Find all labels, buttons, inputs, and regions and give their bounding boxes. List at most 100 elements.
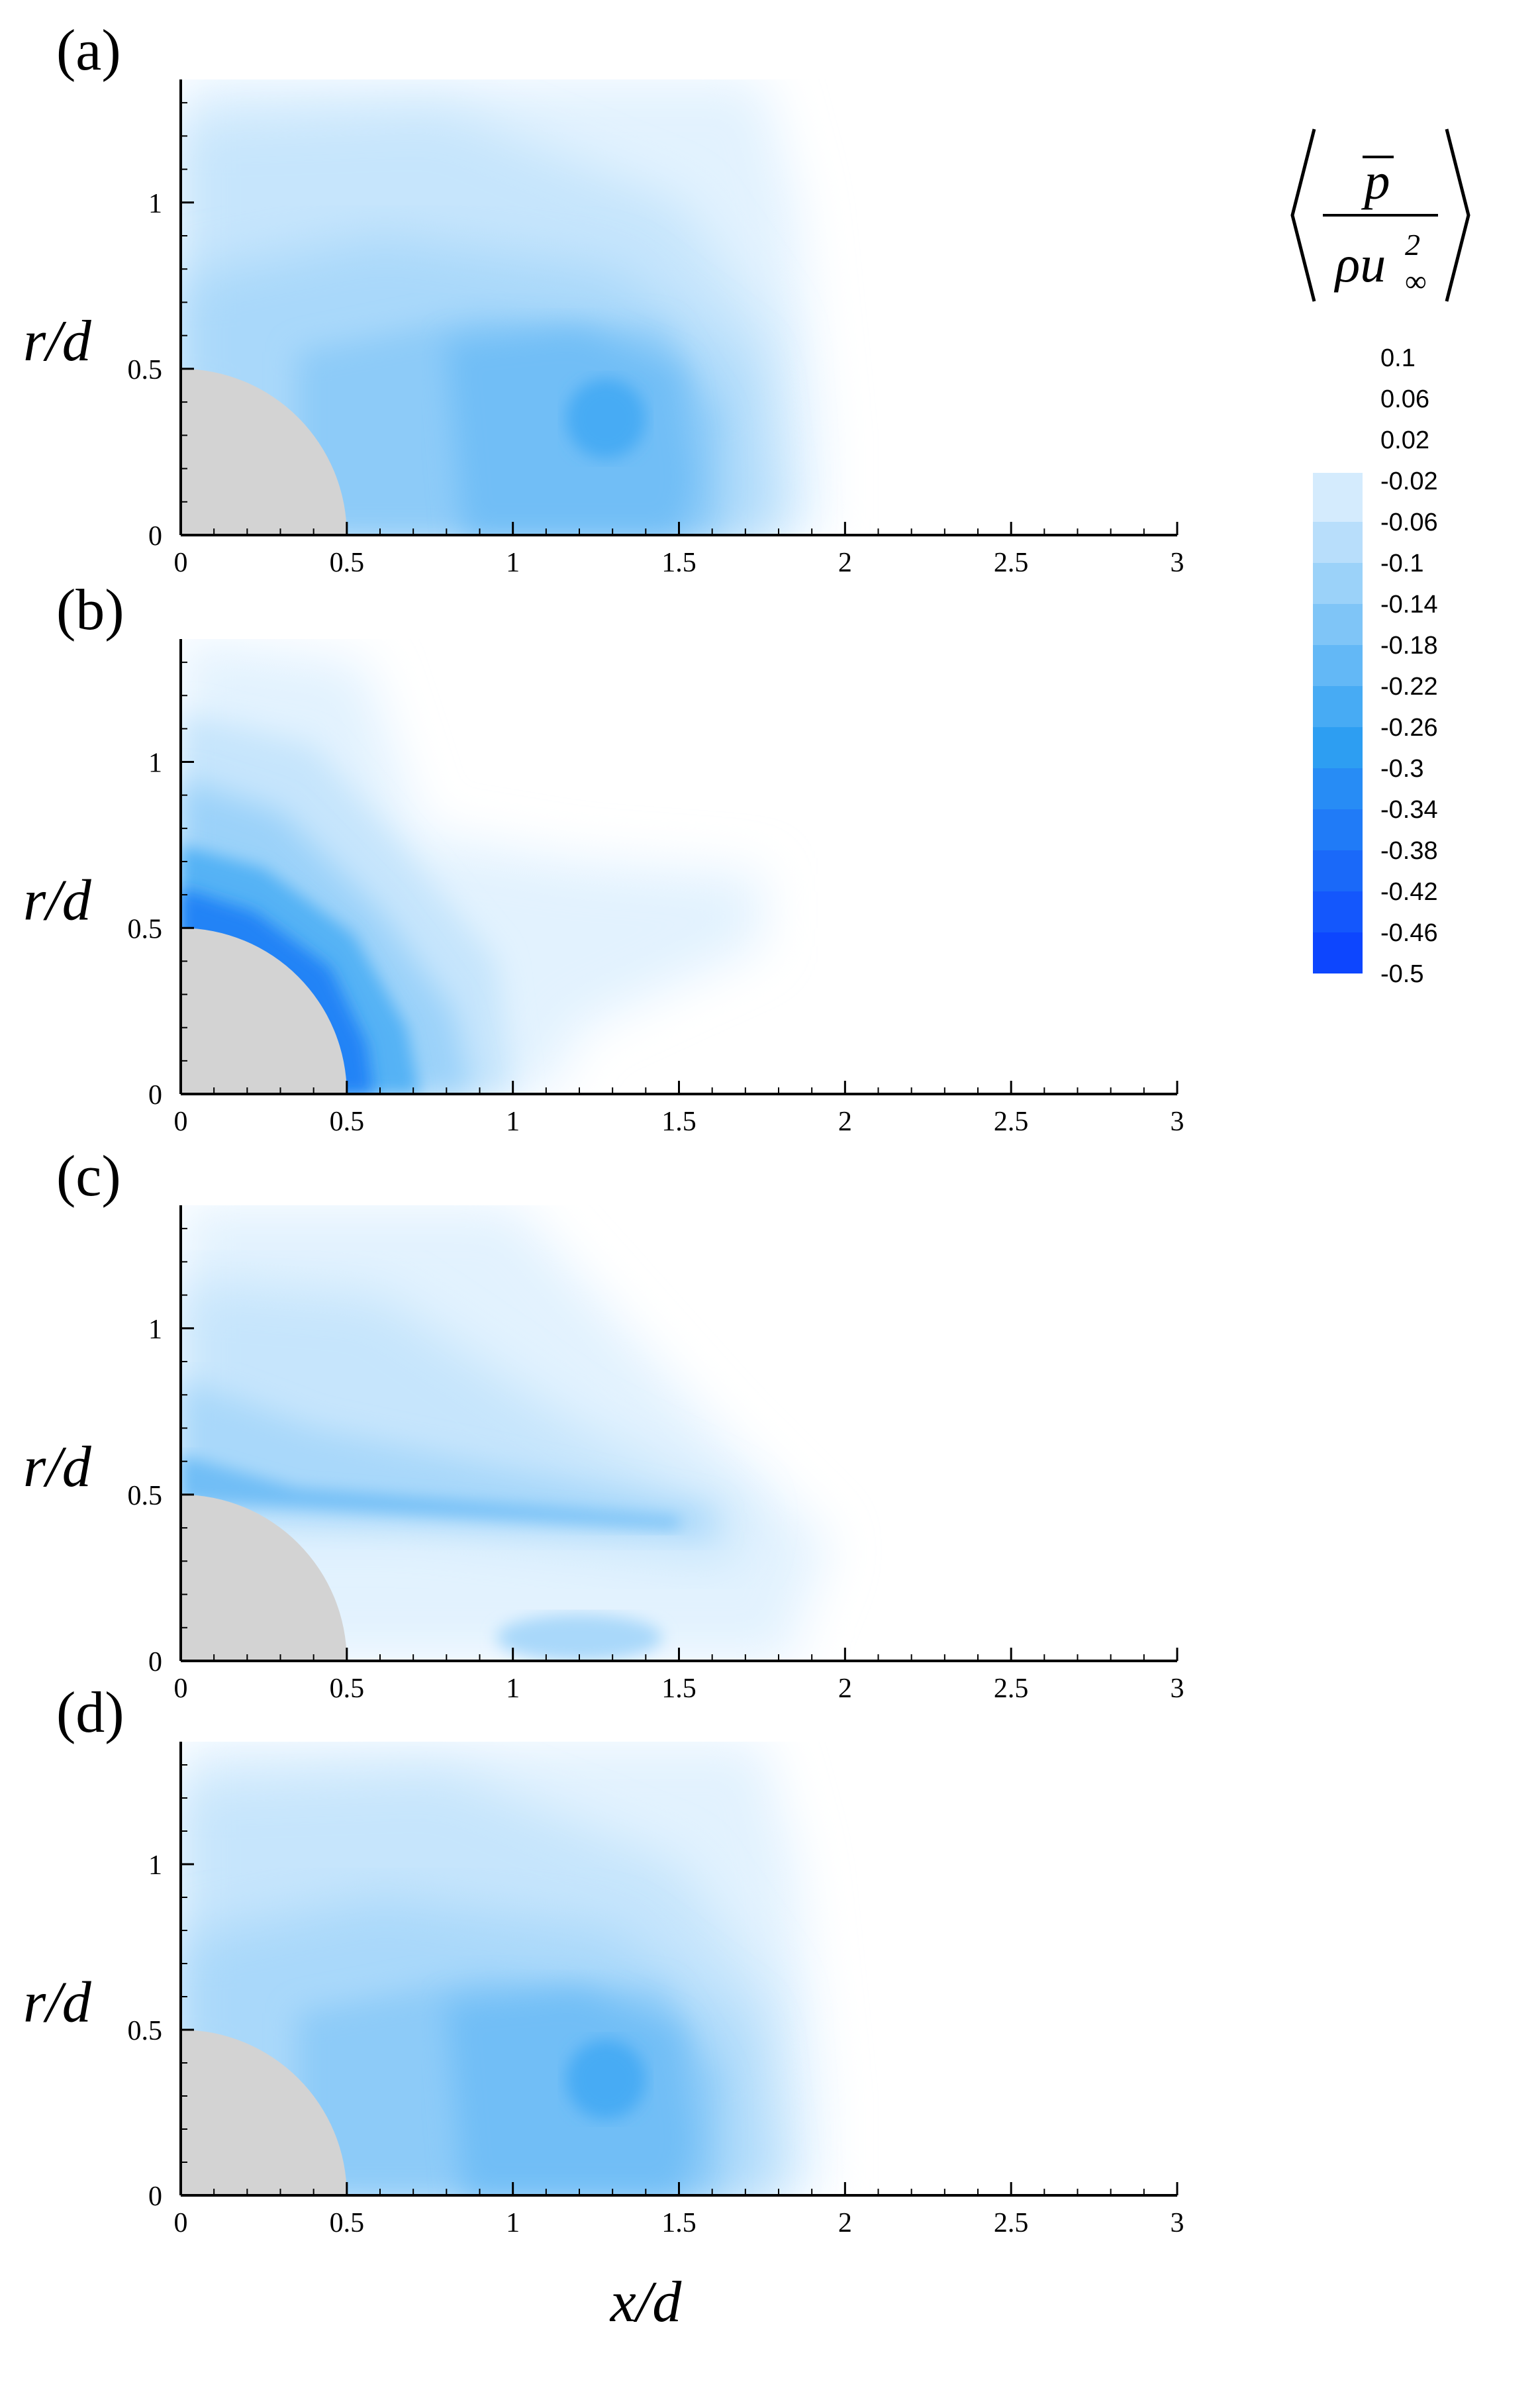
colorbar-title-denominator: ρu	[1334, 235, 1386, 293]
colorbar-level-label: -0.06	[1380, 509, 1438, 536]
y-tick-label: 0	[148, 2181, 162, 2212]
x-tick-label: 1	[506, 2208, 520, 2238]
x-axis-label: x/d	[609, 2270, 683, 2334]
x-tick-label: 0	[174, 548, 188, 578]
colorbar-swatch	[1313, 563, 1363, 604]
colorbar-level-label: -0.22	[1380, 673, 1438, 701]
colorbar-swatch	[1313, 850, 1363, 891]
y-tick-label: 1	[148, 189, 162, 219]
x-tick-label: 1	[506, 548, 520, 578]
panel-label: (d)	[56, 1681, 124, 1745]
x-tick-label: 1.5	[661, 548, 697, 578]
colorbar-level-label: -0.46	[1380, 919, 1438, 947]
colorbar-level-label: 0.06	[1380, 385, 1429, 413]
colorbar-level-label: -0.02	[1380, 468, 1438, 495]
x-tick-label: 1	[506, 1673, 520, 1704]
colorbar-level-label: 0.1	[1380, 344, 1416, 372]
contour-band	[565, 2040, 646, 2119]
panel-label: (c)	[56, 1144, 121, 1209]
sphere-body	[181, 928, 347, 1094]
colorbar-legend: p ρu 2 ∞ 0.1 0.06 0.02 -0.02 -0.06 -0.1 -0.14 -…	[1290, 128, 1470, 988]
x-tick-label: 0.5	[330, 1673, 365, 1704]
panel-label: (a)	[56, 19, 121, 83]
x-tick-label: 0.5	[330, 1107, 365, 1137]
sphere-body	[181, 368, 347, 535]
colorbar-swatch	[1313, 686, 1363, 727]
colorbar-swatches	[1313, 473, 1363, 973]
x-tick-label: 3	[1171, 2208, 1184, 2238]
colorbar-level-label: -0.34	[1380, 796, 1438, 824]
x-tick-label: 2	[838, 1107, 852, 1137]
colorbar-swatch	[1313, 809, 1363, 850]
panel-d: 0 0.5 1 1.5 2 2.5 3 0 0.5 1 r/d (d) x/d	[23, 1681, 1184, 2334]
colorbar-level-label: -0.18	[1380, 632, 1438, 660]
y-axis-label: r/d	[23, 1971, 92, 2035]
left-angle-bracket-icon	[1290, 128, 1316, 302]
contour-band	[496, 1614, 663, 1661]
x-tick-label: 2.5	[994, 1673, 1029, 1704]
y-tick-label: 0.5	[128, 914, 163, 944]
y-tick-label: 1	[148, 1850, 162, 1881]
colorbar-level-label: -0.14	[1380, 591, 1438, 619]
panel-b: 0 0.5 1 1.5 2 2.5 3 0 0.5 1 r/d (b)	[23, 578, 1184, 1137]
x-tick-label: 2.5	[994, 1107, 1029, 1137]
x-tick-label: 3	[1171, 548, 1184, 578]
x-tick-label: 0	[174, 1673, 188, 1704]
panel-c: 0 0.5 1 1.5 2 2.5 3 0 0.5 1 r/d (c)	[23, 1144, 1184, 1704]
x-tick-label: 2.5	[994, 548, 1029, 578]
colorbar-swatch	[1313, 727, 1363, 768]
contour-band	[181, 1454, 679, 1528]
sphere-body	[181, 2030, 347, 2195]
colorbar-title-superscript: 2	[1405, 228, 1420, 262]
colorbar-title: p ρu 2 ∞	[1290, 128, 1470, 302]
colorbar-level-label: -0.3	[1380, 755, 1423, 783]
colorbar-swatch	[1313, 768, 1363, 809]
y-tick-label: 0	[148, 521, 162, 552]
y-tick-label: 1	[148, 1315, 162, 1345]
x-tick-label: 0	[174, 2208, 188, 2238]
colorbar-title-subscript: ∞	[1405, 264, 1427, 298]
y-axis-label: r/d	[23, 309, 92, 374]
contour-band	[565, 378, 646, 459]
colorbar-level-label: -0.1	[1380, 550, 1423, 577]
colorbar-swatch	[1313, 604, 1363, 645]
sphere-body	[181, 1494, 347, 1661]
x-tick-label: 1	[506, 1107, 520, 1137]
x-tick-label: 2.5	[994, 2208, 1029, 2238]
right-angle-bracket-icon	[1445, 128, 1470, 302]
colorbar-level-label: -0.5	[1380, 960, 1423, 988]
x-tick-label: 3	[1171, 1673, 1184, 1704]
x-tick-label: 3	[1171, 1107, 1184, 1137]
colorbar-swatch	[1313, 891, 1363, 932]
colorbar-swatch	[1313, 645, 1363, 686]
contour-field	[181, 639, 1177, 1094]
y-tick-label: 0.5	[128, 1481, 163, 1511]
panel-label: (b)	[56, 578, 124, 642]
y-tick-label: 1	[148, 748, 162, 779]
y-tick-label: 0	[148, 1080, 162, 1111]
y-axis-label: r/d	[23, 869, 92, 933]
x-tick-label: 1.5	[661, 2208, 697, 2238]
contour-field	[181, 1742, 1177, 2195]
colorbar-level-label: -0.38	[1380, 837, 1438, 865]
colorbar-swatch	[1313, 473, 1363, 522]
colorbar-level-label: -0.26	[1380, 714, 1438, 742]
colorbar-labels: 0.1 0.06 0.02 -0.02 -0.06 -0.1 -0.14 -0.18 -0.22…	[1380, 344, 1438, 988]
x-tick-label: 2	[838, 548, 852, 578]
contour-field	[181, 1205, 1177, 1661]
x-tick-label: 2	[838, 1673, 852, 1704]
y-tick-label: 0.5	[128, 355, 163, 385]
y-axis-label: r/d	[23, 1435, 92, 1499]
colorbar-title-numerator: p	[1361, 152, 1390, 210]
panel-a: 0 0.5 1 1.5 2 2.5 3 0 0.5 1 r/d (a)	[23, 19, 1184, 578]
colorbar-swatch	[1313, 522, 1363, 563]
x-tick-label: 1.5	[661, 1673, 697, 1704]
y-tick-label: 0	[148, 1647, 162, 1677]
contour-field	[181, 79, 1177, 535]
x-tick-label: 0	[174, 1107, 188, 1137]
y-tick-label: 0.5	[128, 2016, 163, 2046]
colorbar-level-label: -0.42	[1380, 878, 1438, 906]
x-tick-label: 0.5	[330, 548, 365, 578]
colorbar-swatch	[1313, 932, 1363, 973]
